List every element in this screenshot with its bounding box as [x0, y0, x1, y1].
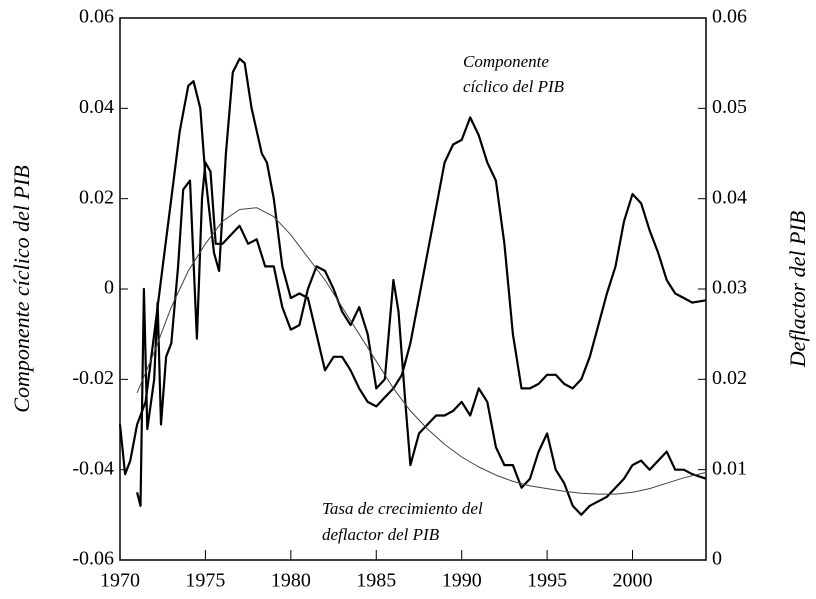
y-tick-label: -0.04 — [72, 457, 114, 479]
y2-tick-label: 0.04 — [712, 186, 747, 208]
x-tick-label: 1995 — [527, 570, 567, 592]
y2-tick-label: 0 — [712, 548, 722, 570]
y2-tick-label: 0.06 — [712, 6, 747, 28]
y2-tick-label: 0.02 — [712, 367, 747, 389]
y-tick-label: 0.02 — [79, 186, 114, 208]
y-tick-label: -0.06 — [72, 548, 114, 570]
x-tick-label: 1990 — [442, 570, 482, 592]
x-tick-label: 2000 — [613, 570, 653, 592]
x-tick-label: 1975 — [185, 570, 225, 592]
y-tick-label: 0.04 — [79, 96, 114, 118]
annotation: Tasa de crecimiento del — [322, 499, 483, 518]
x-tick-label: 1985 — [356, 570, 396, 592]
annotation: Componente — [463, 52, 549, 71]
y-tick-label: 0.06 — [79, 6, 114, 28]
x-tick-label: 1980 — [271, 570, 311, 592]
y2-axis-label: Deflactor del PIB — [785, 211, 810, 368]
series-line — [136, 161, 707, 516]
y2-tick-label: 0.03 — [712, 277, 747, 299]
plot-frame — [119, 17, 707, 561]
y-axis-label: Componente cíclico del PIB — [9, 165, 34, 412]
annotation: deflactor del PIB — [322, 525, 440, 544]
x-tick-label: 1970 — [100, 570, 140, 592]
series-line — [118, 57, 707, 476]
annotation: cíclico del PIB — [463, 77, 565, 96]
y-tick-label: 0 — [104, 277, 114, 299]
y2-tick-label: 0.01 — [712, 457, 747, 479]
series-line — [136, 207, 707, 495]
y-tick-label: -0.02 — [72, 367, 114, 389]
y2-tick-label: 0.05 — [712, 96, 747, 118]
